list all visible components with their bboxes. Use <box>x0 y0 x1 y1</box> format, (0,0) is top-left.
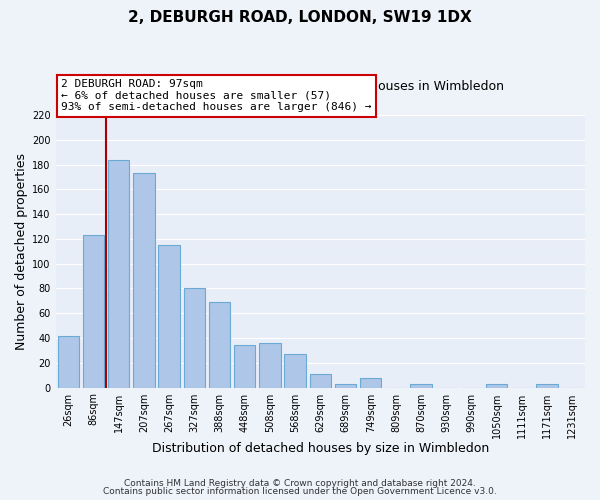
Title: Size of property relative to detached houses in Wimbledon: Size of property relative to detached ho… <box>136 80 505 93</box>
Y-axis label: Number of detached properties: Number of detached properties <box>15 153 28 350</box>
Bar <box>410 384 432 388</box>
Bar <box>108 160 130 388</box>
X-axis label: Distribution of detached houses by size in Wimbledon: Distribution of detached houses by size … <box>152 442 489 455</box>
Bar <box>58 336 79 388</box>
Bar <box>360 378 382 388</box>
Bar <box>234 346 256 388</box>
Bar <box>133 173 155 388</box>
Text: Contains public sector information licensed under the Open Government Licence v3: Contains public sector information licen… <box>103 487 497 496</box>
Bar <box>310 374 331 388</box>
Bar <box>184 288 205 388</box>
Text: Contains HM Land Registry data © Crown copyright and database right 2024.: Contains HM Land Registry data © Crown c… <box>124 478 476 488</box>
Bar <box>284 354 306 388</box>
Text: 2, DEBURGH ROAD, LONDON, SW19 1DX: 2, DEBURGH ROAD, LONDON, SW19 1DX <box>128 10 472 25</box>
Text: 2 DEBURGH ROAD: 97sqm
← 6% of detached houses are smaller (57)
93% of semi-detac: 2 DEBURGH ROAD: 97sqm ← 6% of detached h… <box>61 79 371 112</box>
Bar <box>209 302 230 388</box>
Bar <box>335 384 356 388</box>
Bar <box>83 235 104 388</box>
Bar <box>158 245 180 388</box>
Bar <box>486 384 508 388</box>
Bar <box>536 384 558 388</box>
Bar <box>259 343 281 388</box>
